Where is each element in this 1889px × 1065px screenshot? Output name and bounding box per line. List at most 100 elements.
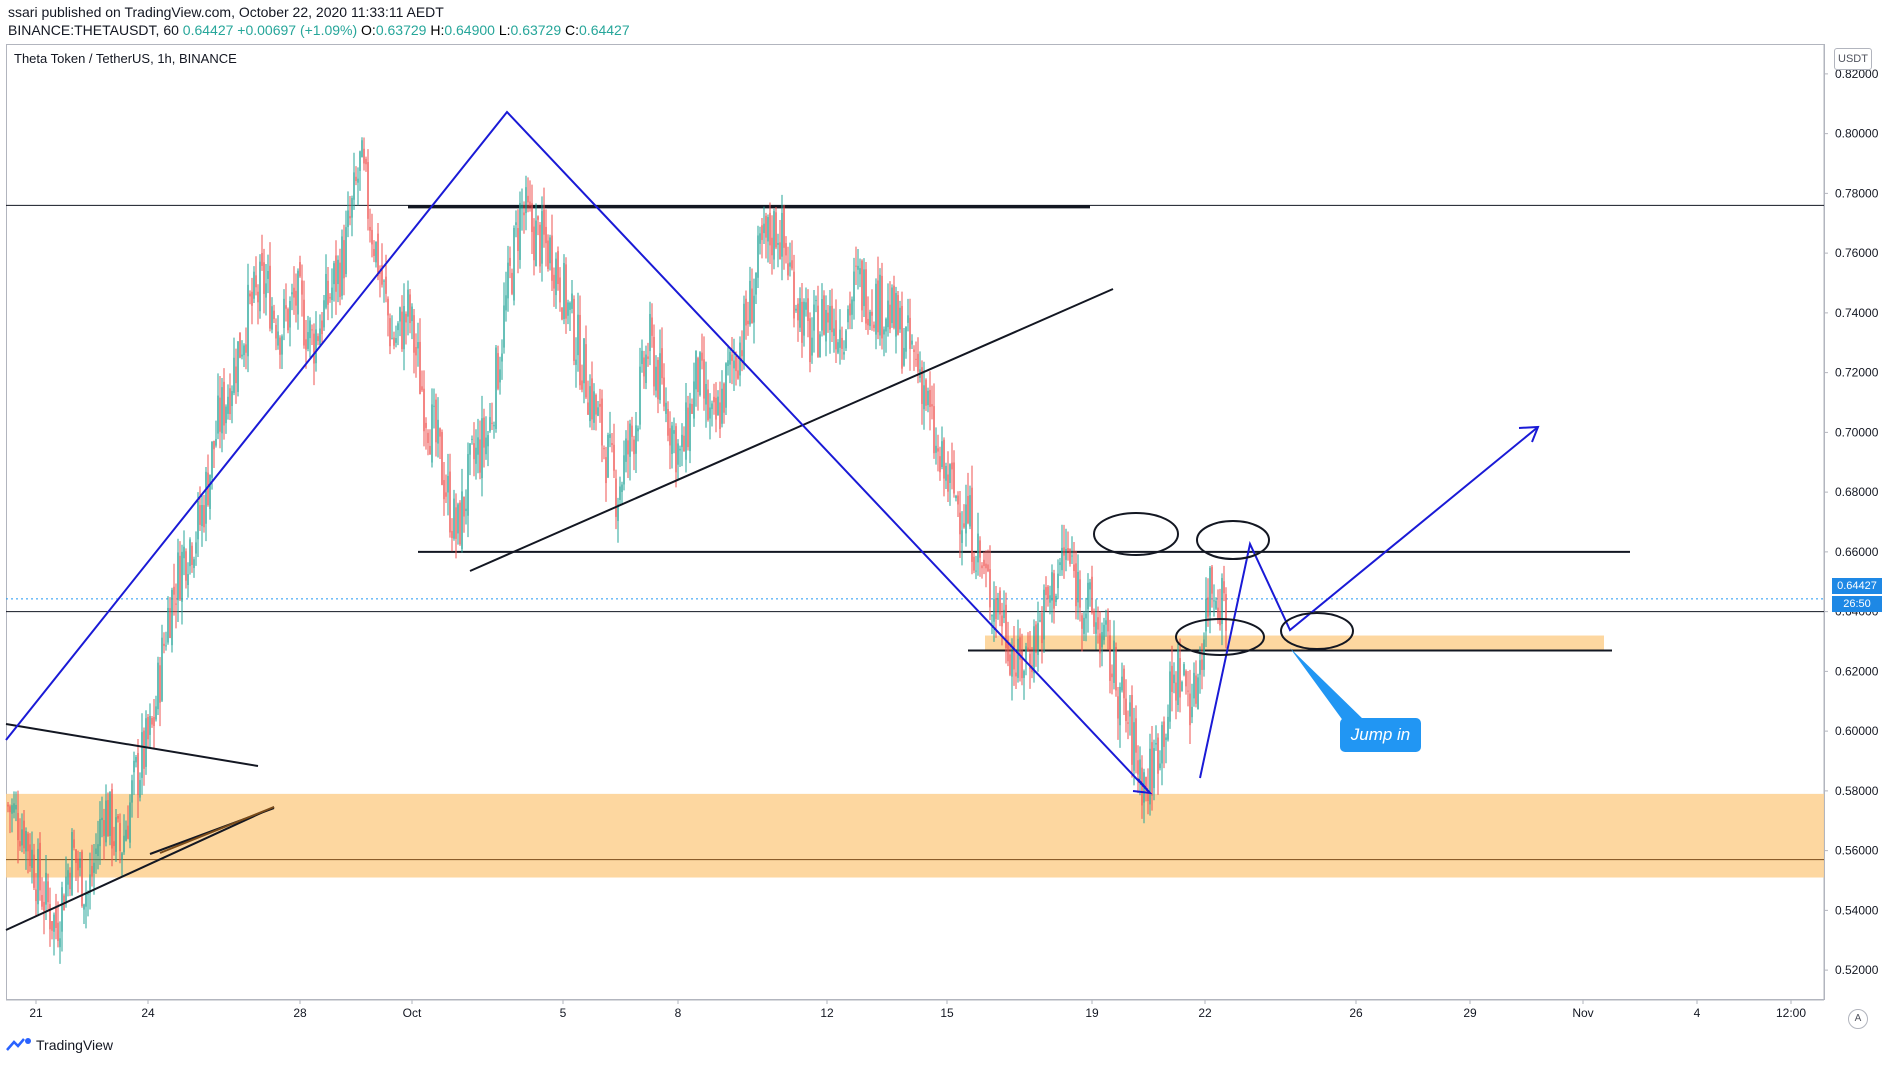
y-tick-label: 0.58000 [1835,784,1879,798]
jump-in-callout[interactable]: Jump in [1340,718,1421,752]
candle-body [799,298,801,328]
candle-body [955,496,957,499]
candle-body [187,574,189,586]
candle-body [737,370,739,379]
candle-body [271,306,273,330]
candle-body [351,198,353,218]
candle-body [533,226,535,261]
projection-path [5,110,1151,794]
y-tick-label: 0.54000 [1835,903,1879,917]
candle-body [259,261,261,312]
candle-body [435,399,437,443]
candle-body [653,336,655,387]
candle-body [705,383,707,405]
candle-body [1093,611,1095,627]
candle-body [1099,633,1101,654]
candle-body [49,904,51,930]
candle-body [1043,589,1045,640]
candle-body [805,302,807,310]
candle-body [415,346,417,356]
open-value: 0.63729 [375,22,427,38]
candle-body [541,211,543,264]
candle-body [189,539,191,567]
candle-body [387,298,389,316]
candle-body [315,329,317,364]
candle-body [217,395,219,434]
candle-body [625,438,627,462]
candle-body [721,388,723,424]
candle-body [505,295,507,311]
candle-body [831,305,833,333]
candle-body [613,444,615,471]
candle-body [191,545,193,565]
candle-body [507,262,509,299]
candle-body [37,848,39,905]
candle-body [773,211,775,260]
candle-body [779,242,781,260]
candle-body [1079,579,1081,608]
candle-body [763,223,765,234]
candle-body [231,391,233,407]
candle-body [969,495,971,527]
candle-body [865,269,867,324]
candle-body [673,430,675,434]
candle-body [797,303,799,321]
candle-body [947,474,949,492]
y-tick-label: 0.70000 [1835,425,1879,439]
candle-body [1019,637,1021,660]
candle-body [657,359,659,400]
candle-body [103,820,105,837]
candle-body [1095,622,1097,634]
candle-body [337,259,339,285]
candle-body [281,336,283,355]
candle-body [975,570,977,572]
candle-body [537,216,539,220]
candle-body [771,237,773,256]
candle-body [1071,555,1073,557]
candle-body [333,263,335,285]
candle-body [1001,615,1003,627]
candle-body [935,445,937,453]
candle-body [749,280,751,325]
candle-body [171,589,173,646]
candle-body [471,438,473,440]
candle-body [1103,624,1105,641]
candle-body [551,235,553,281]
candle-body [357,178,359,183]
candle-body [341,236,343,296]
candle-body [21,829,23,846]
candle-body [691,404,693,414]
candle-body [775,212,777,248]
candle-body [115,817,117,852]
tradingview-logo-icon [6,1038,31,1051]
candle-body [621,484,623,492]
candle-body [655,366,657,391]
candle-body [1121,676,1123,691]
candle-body [55,907,57,928]
candle-body [201,505,203,527]
candle-body [641,350,643,365]
candle-body [995,598,997,619]
candle-body [247,284,249,357]
candle-body [105,800,107,843]
auto-scale-button[interactable]: A [1848,1009,1868,1029]
candle-body [783,207,785,248]
candle-body [145,718,147,767]
candle-body [1069,549,1071,564]
candle-body [803,301,805,336]
candle-body [1179,658,1181,698]
candle-body [697,358,699,393]
candle-body [1147,789,1149,801]
candle-body [1185,671,1187,687]
candle-body [685,402,687,460]
candle-body [109,791,111,837]
candle-body [667,409,669,436]
y-tick-label: 0.68000 [1835,485,1879,499]
tradingview-footer[interactable]: TradingView [6,1037,113,1053]
candle-body [849,303,851,316]
candle-body [245,344,247,353]
candle-body [877,280,879,333]
candle-body [503,305,505,348]
currency-badge[interactable]: USDT [1834,48,1872,70]
